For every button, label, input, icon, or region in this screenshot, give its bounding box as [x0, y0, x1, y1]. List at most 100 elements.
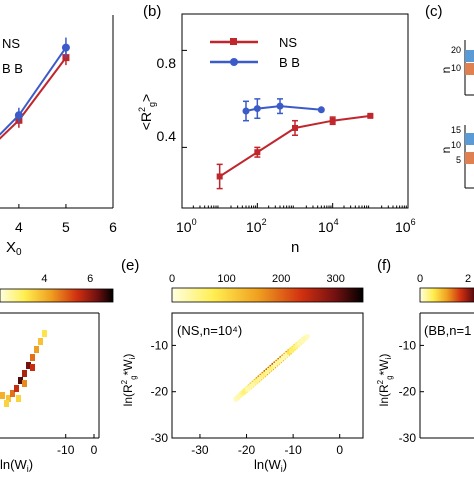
panel-c-bar-blue-bottom [465, 133, 474, 145]
panel-f-y-tick-label: -20 [399, 385, 417, 399]
panel-f-cb-tick-0: 0 [417, 273, 423, 285]
panel-a-series-1-point [14, 111, 23, 120]
panel-b-series-1-point [253, 105, 261, 113]
panel-c-bar-blue-top [465, 50, 474, 62]
panel-b-series-1-point [276, 102, 284, 110]
panel-d-heat-cell [38, 338, 43, 345]
panel-d-colorbar [0, 288, 114, 303]
panel-b: (b) 0.8 0.4 100 102 104 106 n <R2g> NS B… [137, 3, 416, 256]
panel-e-annotation: (NS,n=10⁴) [177, 323, 242, 338]
panel-b-series-1-point [242, 107, 250, 115]
panel-b-series-1-point [317, 106, 325, 114]
panel-f-colorbar [419, 287, 474, 303]
panel-e-heatmap [233, 334, 310, 402]
panel-b-series-0-point [216, 173, 223, 180]
panel-a-x-tick-label: 5 [62, 219, 70, 235]
panel-c-bottom-tick-15: 15 [451, 125, 461, 135]
panel-e-label: (e) [121, 257, 139, 274]
panel-e-frame [171, 312, 364, 439]
panel-b-label: (b) [143, 3, 161, 20]
panel-f-cb-tick-2: 2 [465, 273, 471, 285]
panel-d-heat-cell [34, 346, 39, 353]
panel-a-series-1-line [0, 47, 67, 136]
panel-e-x-tick-label: -10 [284, 443, 302, 457]
panel-a-x-label: X0 [6, 239, 22, 258]
panel-d-colorbar-tick-label: 4 [41, 273, 47, 285]
panel-a-series-0-line [0, 57, 67, 140]
panel-d-x-label: ln(Wi) [0, 457, 33, 474]
panel-d-heat-cell [4, 400, 9, 407]
panel-d-heat-cell [26, 362, 31, 369]
panel-e-heat-cell [305, 334, 310, 339]
panel-e-x-tick-label: -30 [191, 443, 209, 457]
panel-c-bottom-y-label: n [439, 147, 453, 154]
panel-d-heat-cell [10, 390, 15, 397]
panel-d-x-tick-label: -10 [57, 443, 75, 457]
panel-a-marks [0, 37, 70, 140]
panel-e-x-tick-label: 0 [336, 443, 343, 457]
panel-b-x-tick-2: 102 [246, 217, 267, 235]
panel-a-legend: NS B B [2, 36, 23, 76]
panel-a: 3456 X0 NS B B [0, 15, 117, 258]
panel-d-heat-cell [22, 380, 27, 387]
panel-b-ticks [181, 49, 409, 208]
panel-b-legend-bb: B B [279, 55, 300, 70]
panel-d-heat-cell [42, 330, 47, 337]
panel-b-series-0-point [329, 117, 336, 124]
panel-b-x-label: n [291, 239, 299, 256]
panel-e-y-tick-label: -30 [151, 431, 169, 445]
panel-c-top-tick-10: 10 [451, 63, 461, 73]
panel-b-series-0-point [254, 149, 261, 156]
panel-e-colorbar-tick-label: 300 [327, 273, 345, 285]
panel-e-x-label: ln(Wi) [254, 457, 287, 474]
panel-a-series-1-point [61, 43, 70, 52]
panel-a-legend-ns: NS [2, 36, 20, 51]
panel-d-heat-cell [22, 370, 27, 377]
panel-c-bar-orange-top [465, 63, 474, 75]
panel-d-heat-cell [14, 385, 19, 392]
panel-b-series-1-line [245, 105, 322, 112]
panel-b-x-tick-labels: 100 102 104 106 [176, 217, 416, 235]
panel-c-label: (c) [425, 3, 443, 20]
panel-a-x-tick-label: 4 [15, 219, 23, 235]
panel-e-colorbar-tick-label: 200 [272, 273, 290, 285]
panel-e-y-label: ln(R2g*Wi) [120, 354, 138, 407]
panel-a-legend-bb: B B [2, 61, 23, 76]
panel-b-legend-bb-marker [230, 58, 238, 66]
panel-f-y-tick-label: -30 [399, 431, 417, 445]
panel-b-x-tick-1: 100 [176, 217, 197, 235]
panel-e: (e) 0 100 200 300 -30 -20 -10 0 -10 -20 -30 (NS,n… [120, 257, 364, 474]
panel-c-top-y-label: n [439, 67, 453, 74]
panel-e-x-tick-label: -20 [238, 443, 256, 457]
panel-b-y-label: <R2g> [137, 94, 157, 131]
panel-b-marks [216, 98, 374, 190]
panel-f-ticks: -10 -20 -30 [399, 338, 424, 445]
panel-d-x-ticks: -10 0 [57, 434, 98, 457]
panel-b-frame [181, 13, 409, 209]
panel-d-heat-cell [0, 392, 5, 399]
panel-e-ticks: -30 -20 -10 0 -10 -20 -30 [151, 338, 344, 457]
panel-b-legend: NS B B [210, 35, 300, 70]
panel-c: (c) 20 10 n 15 10 5 n [425, 3, 474, 189]
panel-d-colorbar-tick-label: 6 [87, 273, 93, 285]
panel-e-colorbar-tick-label: 100 [217, 273, 235, 285]
panel-f-label: (f) [377, 257, 391, 274]
panel-b-series-0-point [367, 112, 374, 119]
panel-f-annotation: (BB,n=1 [424, 323, 471, 338]
panel-d-heat-cell [30, 354, 35, 361]
panel-a-x-tick-label: 6 [109, 219, 117, 235]
panel-f-y-label: ln(R2g*Wi) [376, 354, 394, 407]
panel-d-heat-cell [30, 364, 35, 371]
panel-e-y-tick-label: -20 [151, 385, 169, 399]
panel-b-x-tick-4: 106 [395, 217, 416, 235]
panel-b-y-tick-04: 0.4 [157, 128, 177, 144]
panel-e-colorbar [171, 287, 364, 303]
panel-f: (f) 0 2 -10 -20 -30 (BB,n=1 ln(R2g*Wi) [376, 257, 474, 445]
panel-d-heat-cell [18, 377, 23, 384]
panel-c-bottom-tick-10: 10 [451, 140, 461, 150]
panel-c-top-tick-20: 20 [451, 45, 461, 55]
